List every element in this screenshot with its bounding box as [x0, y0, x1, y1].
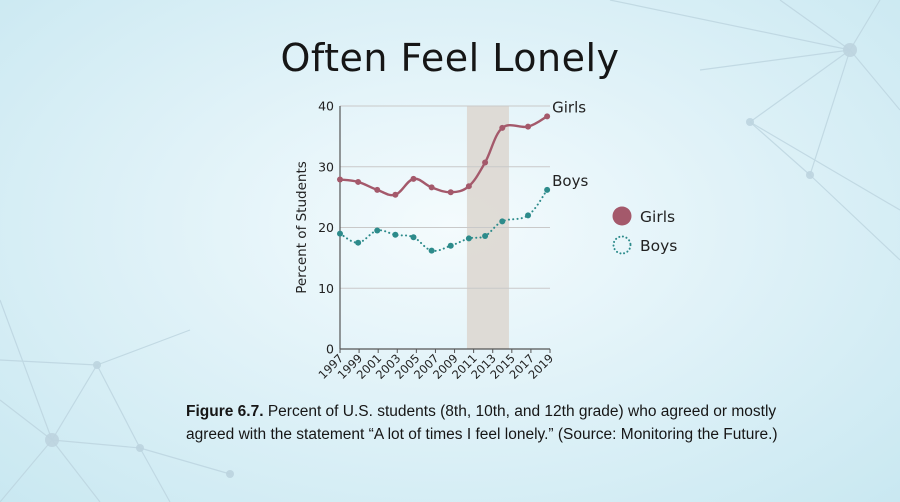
y-tick-label-30: 30: [318, 159, 334, 174]
data-point-boys-1997: [337, 230, 343, 237]
data-point-girls-2002.8: [392, 191, 399, 198]
data-point-boys-2014: [499, 218, 506, 225]
legend-label-boys: Boys: [640, 237, 677, 255]
data-point-boys-1998.9: [355, 239, 362, 246]
data-point-girls-2014: [499, 124, 506, 131]
y-tick-label-20: 20: [318, 220, 334, 235]
data-point-boys-2000.9: [374, 227, 381, 234]
data-point-girls-2012.2: [482, 159, 489, 166]
data-point-boys-2004.7: [410, 234, 417, 241]
data-point-girls-2018.7: [544, 113, 551, 120]
data-point-boys-2006.6: [428, 247, 435, 254]
data-point-boys-2002.8: [392, 231, 399, 238]
data-point-girls-2010.5: [465, 183, 472, 190]
data-point-boys-2018.7: [544, 186, 551, 193]
y-tick-label-10: 10: [318, 281, 334, 296]
legend-label-girls: Girls: [640, 208, 675, 226]
data-point-girls-2004.7: [410, 175, 417, 182]
series-line-girls: [338, 115, 549, 197]
y-tick-label-0: 0: [326, 342, 334, 357]
data-point-girls-1998.9: [355, 178, 362, 185]
series-line-boys: [339, 188, 549, 252]
data-point-girls-1997: [337, 176, 343, 183]
y-axis-label: Percent of Students: [294, 161, 310, 294]
figure-caption-label: Figure 6.7.: [186, 403, 264, 420]
y-tick-label-40: 40: [318, 99, 334, 114]
legend-marker-girls: [612, 206, 632, 226]
figure-caption-text: Percent of U.S. students (8th, 10th, and…: [186, 403, 778, 443]
data-point-girls-2008.6: [447, 189, 454, 196]
data-point-girls-2006.6: [428, 184, 435, 191]
data-point-boys-2012.2: [482, 233, 489, 240]
figure-caption: Figure 6.7. Percent of U.S. students (8t…: [186, 400, 786, 446]
data-point-girls-2000.9: [374, 186, 381, 193]
data-point-boys-2016.7: [525, 212, 532, 219]
legend-marker-boys: [612, 235, 632, 255]
series-end-label-girls: Girls: [552, 98, 586, 116]
data-point-boys-2010.5: [465, 235, 472, 242]
data-point-girls-2016.7: [525, 123, 532, 130]
page-title: Often Feel Lonely: [280, 36, 620, 80]
series-end-label-boys: Boys: [552, 172, 588, 190]
data-point-boys-2008.6: [447, 242, 454, 249]
